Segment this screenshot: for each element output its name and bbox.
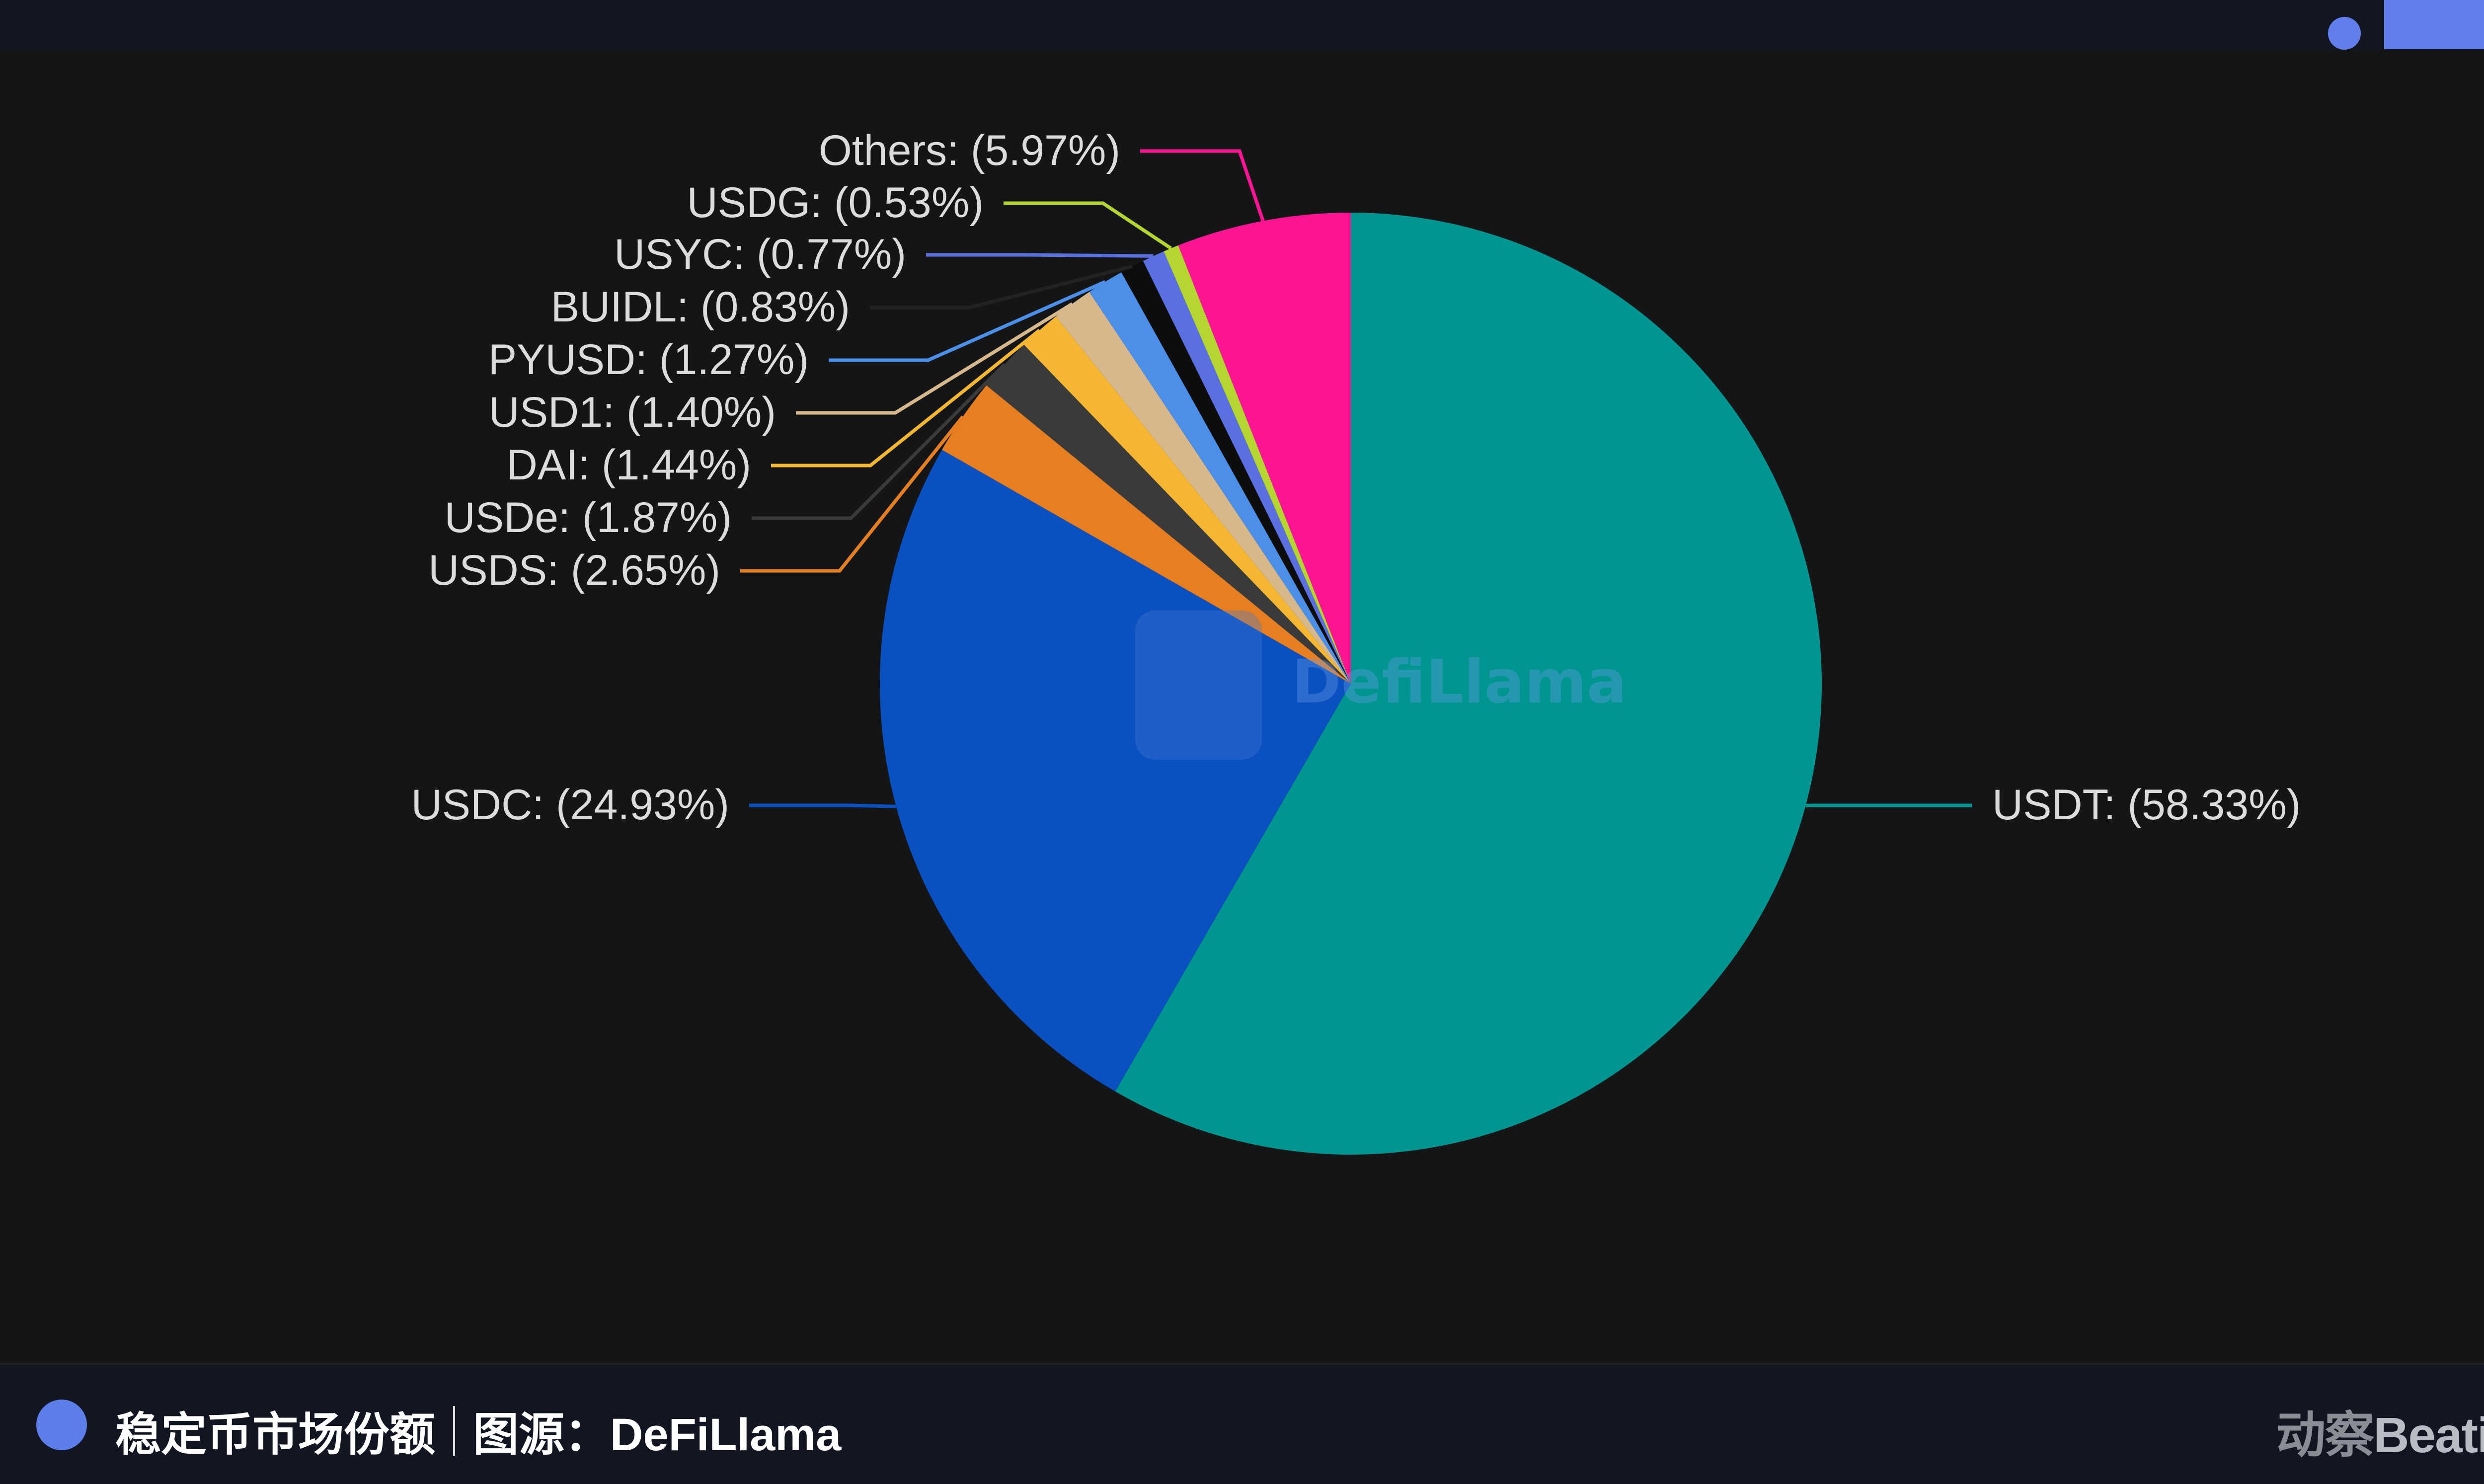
label-dai: DAI: (1.44%) — [507, 441, 751, 489]
watermark-text: DefiLlama — [1292, 648, 1627, 717]
label-usds: USDS: (2.65%) — [428, 547, 720, 594]
llama-logo-icon — [1135, 611, 1262, 760]
caption: 稳定币市场份额 图源：DeFiLlama — [115, 1398, 841, 1464]
leader-line-others — [1140, 151, 1263, 221]
leader-line-usyc — [926, 255, 1154, 256]
indicator-dot — [2328, 17, 2361, 50]
beating-logo: 动察Beating — [2276, 1395, 2484, 1467]
pie-chart: DefiLlama USDT: (58.33%) USDC: (24.93%) US… — [0, 49, 2484, 1363]
footer-bar: 稳定币市场份额 图源：DeFiLlama 动察Beating — [0, 1363, 2484, 1484]
leader-line-usdc — [749, 805, 896, 806]
label-pyusd: PYUSD: (1.27%) — [488, 336, 809, 384]
label-others: Others: (5.97%) — [819, 127, 1120, 174]
caption-title: 稳定币市场份额 — [115, 1398, 435, 1464]
label-usdt: USDT: (58.33%) — [1992, 781, 2301, 829]
top-bar — [0, 0, 2484, 49]
label-usdg: USDG: (0.53%) — [687, 179, 984, 227]
label-usde: USDe: (1.87%) — [445, 494, 732, 542]
label-usyc: USYC: (0.77%) — [614, 231, 906, 278]
caption-source: 图源：DeFiLlama — [473, 1398, 841, 1464]
label-usdc: USDC: (24.93%) — [411, 781, 729, 829]
label-usd1: USD1: (1.40%) — [489, 389, 776, 436]
leader-line-usdg — [1004, 203, 1171, 248]
label-buidl: BUIDL: (0.83%) — [551, 283, 850, 331]
logo-en: Beating — [2373, 1407, 2484, 1463]
caption-separator — [453, 1406, 455, 1456]
bullet-dot — [36, 1400, 87, 1450]
accent-block — [2384, 0, 2484, 49]
logo-cn: 动察 — [2276, 1407, 2373, 1463]
